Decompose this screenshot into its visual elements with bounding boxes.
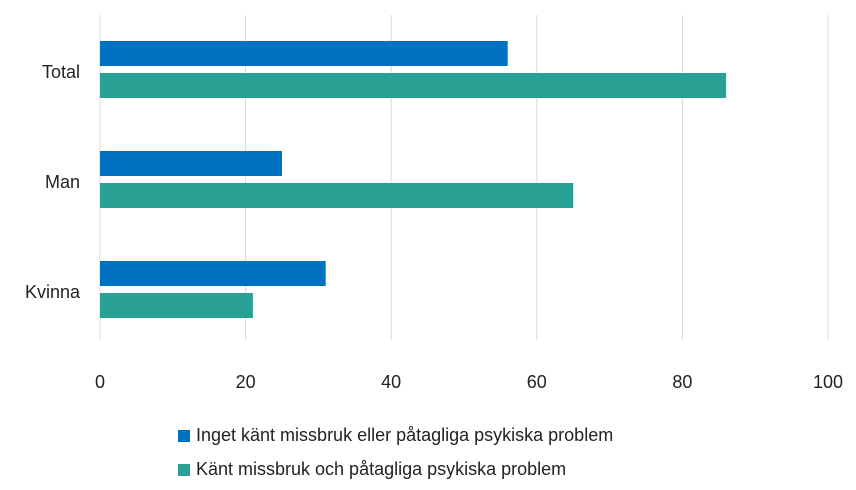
y-tick-label: Man [45,172,80,192]
x-tick-label: 100 [813,372,843,392]
bar [100,151,282,176]
x-tick-label: 80 [672,372,692,392]
bar [100,261,326,286]
bar [100,183,574,208]
x-tick-label: 40 [381,372,401,392]
x-tick-label: 20 [236,372,256,392]
bar [100,73,727,98]
legend-label: Inget känt missbruk eller påtagliga psyk… [196,425,613,445]
y-tick-label: Total [42,62,80,82]
bar [100,293,253,318]
x-tick-label: 0 [95,372,105,392]
x-tick-label: 60 [527,372,547,392]
legend-swatch [178,430,190,442]
legend-label: Känt missbruk och påtagliga psykiska pro… [196,459,566,479]
bar [100,41,508,66]
y-tick-label: Kvinna [25,282,81,302]
legend-swatch [178,464,190,476]
